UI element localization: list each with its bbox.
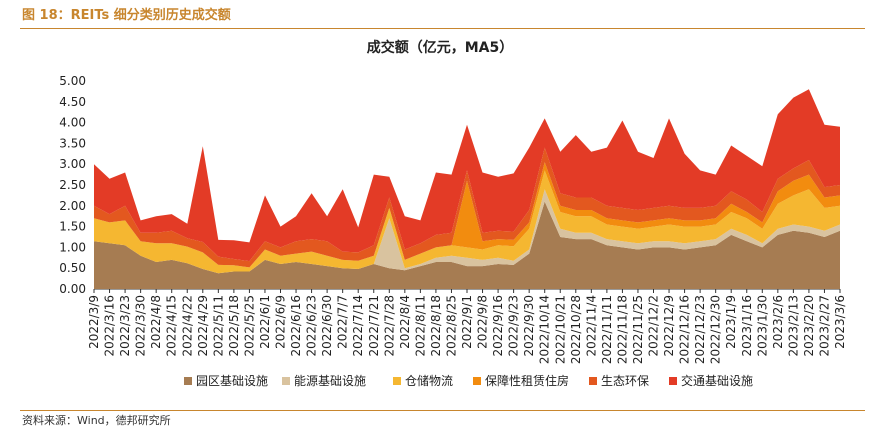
y-tick-label: 5.00 <box>59 74 86 88</box>
legend-label: 园区基础设施 <box>196 374 268 388</box>
x-tick-label: 2022/12/9 <box>662 295 676 357</box>
x-tick-label: 2022/9/23 <box>507 295 521 357</box>
stacked-area-chart: 成交额（亿元，MA5） 0.00 0.50 1.00 1.50 2.00 2.50 3.00… <box>59 39 847 388</box>
series-area <box>94 162 840 268</box>
x-tick-label: 2023/2/27 <box>817 295 831 357</box>
x-tick-label: 2022/10/14 <box>538 295 552 364</box>
y-tick-label: 3.50 <box>59 136 86 150</box>
series-area <box>94 201 840 289</box>
x-tick-label: 2022/4/8 <box>149 295 163 349</box>
series-area <box>94 170 840 274</box>
legend-swatch <box>282 377 290 385</box>
x-tick-label: 2022/9/16 <box>491 295 505 357</box>
x-tick-label: 2022/12/30 <box>709 295 723 364</box>
legend-label: 仓储物流 <box>405 373 453 388</box>
y-tick-label: 1.00 <box>59 240 86 254</box>
x-tick-label: 2022/6/9 <box>274 295 288 349</box>
x-tick-label: 2022/5/18 <box>227 295 241 357</box>
series-area <box>94 89 840 262</box>
y-tick-label: 3.00 <box>59 157 86 171</box>
header-rule <box>20 28 865 29</box>
x-tick-label: 2023/1/30 <box>755 295 769 357</box>
legend-label: 保障性租赁住房 <box>485 373 569 388</box>
x-tick-label: 2023/2/6 <box>771 295 785 349</box>
x-tick-label: 2022/10/21 <box>553 295 567 364</box>
x-tick-label: 2022/11/18 <box>615 295 629 364</box>
y-tick-label: 0.50 <box>59 261 86 275</box>
source-note: 资料来源：Wind，德邦研究所 <box>22 414 171 427</box>
x-tick-label: 2022/7/28 <box>382 295 396 357</box>
x-tick-label: 2022/6/30 <box>320 295 334 357</box>
y-tick-label: 4.00 <box>59 116 86 130</box>
x-tick-label: 2022/7/7 <box>336 295 350 349</box>
x-tick-label: 2023/2/13 <box>786 295 800 357</box>
x-tick-label: 2022/6/23 <box>305 295 319 357</box>
x-tick-label: 2022/4/15 <box>165 295 179 357</box>
chart-title: 成交额（亿元，MA5） <box>367 39 514 56</box>
x-tick-label: 2022/5/11 <box>211 295 225 357</box>
legend-label: 能源基础设施 <box>294 374 366 388</box>
y-tick-label: 4.50 <box>59 95 86 109</box>
x-tick-label: 2022/4/29 <box>196 295 210 357</box>
legend-swatch <box>184 377 192 385</box>
axis-layer <box>93 288 841 293</box>
x-tick-label: 2022/11/25 <box>631 295 645 364</box>
legend-swatch <box>589 377 597 385</box>
x-tick-label: 2022/3/30 <box>134 295 148 357</box>
x-tick-label: 2022/10/28 <box>569 295 583 364</box>
x-tick-label: 2022/9/8 <box>476 295 490 349</box>
x-tick-label: 2022/12/23 <box>693 295 707 364</box>
x-tick-label: 2022/4/22 <box>180 295 194 357</box>
x-tick-label: 2022/12/2 <box>647 295 661 357</box>
x-tick-label: 2022/8/11 <box>413 295 427 357</box>
legend: 园区基础设施 能源基础设施 仓储物流 保障性租赁住房 生态环保 交通基础设施 <box>184 373 753 388</box>
x-tick-label: 2022/12/16 <box>678 295 692 364</box>
x-tick-label: 2023/1/9 <box>724 295 738 349</box>
legend-swatch <box>669 377 677 385</box>
x-tick-label: 2022/9/30 <box>522 295 536 357</box>
x-tick-label: 2022/8/4 <box>398 295 412 349</box>
x-tick-label: 2023/2/20 <box>802 295 816 357</box>
legend-label: 交通基础设施 <box>681 373 753 388</box>
x-tick-label: 2022/11/11 <box>600 295 614 364</box>
legend-swatch <box>393 377 401 385</box>
x-tick-label: 2023/3/6 <box>833 295 847 349</box>
x-tick-label: 2022/7/21 <box>367 295 381 357</box>
series-area <box>94 147 840 268</box>
x-tick-label: 2022/11/4 <box>584 295 598 357</box>
x-tick-label: 2022/9/1 <box>460 295 474 349</box>
tick-layer: 0.00 0.50 1.00 1.50 2.00 2.50 3.00 3.50 4.00 4.50… <box>59 74 847 364</box>
y-tick-label: 2.00 <box>59 199 86 213</box>
x-tick-label: 2022/7/14 <box>351 295 365 357</box>
legend-label: 生态环保 <box>601 374 649 388</box>
x-tick-label: 2022/3/16 <box>103 295 117 357</box>
x-tick-label: 2022/5/25 <box>242 295 256 357</box>
x-tick-label: 2022/8/18 <box>429 295 443 357</box>
x-tick-label: 2022/3/23 <box>118 295 132 357</box>
footer-rule <box>20 410 865 411</box>
area-layer <box>94 89 840 289</box>
y-tick-label: 2.50 <box>59 178 86 192</box>
y-tick-label: 1.50 <box>59 220 86 234</box>
x-tick-label: 2022/6/16 <box>289 295 303 357</box>
x-tick-label: 2022/6/1 <box>258 295 272 349</box>
legend-swatch <box>473 377 481 385</box>
x-tick-label: 2022/3/9 <box>87 295 101 349</box>
figure-title: 图 18：REITs 细分类别历史成交额 <box>22 8 231 23</box>
x-tick-label: 2023/1/16 <box>740 295 754 357</box>
y-tick-label: 0.00 <box>59 282 86 296</box>
x-tick-label: 2022/8/25 <box>444 295 458 357</box>
